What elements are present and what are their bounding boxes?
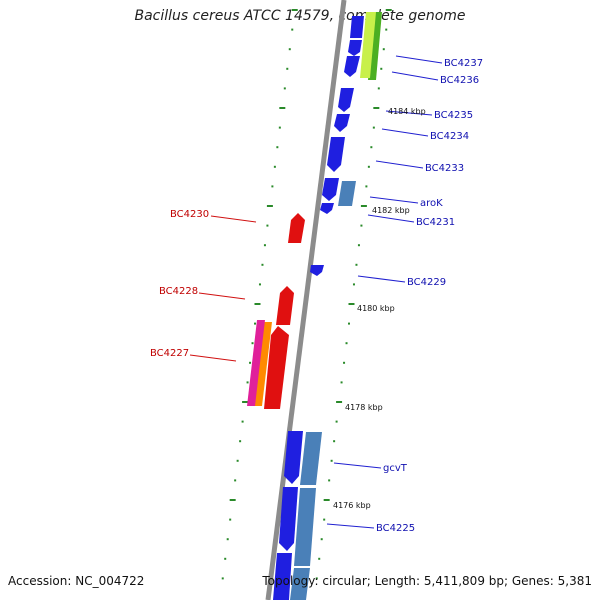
label-arok[interactable]: aroK (420, 198, 443, 209)
gene-bc4225[interactable] (279, 487, 298, 551)
gene-bc4227[interactable] (264, 326, 289, 409)
gene-bc4235[interactable] (338, 88, 354, 112)
gene-bc4236[interactable] (344, 56, 360, 77)
genome-backbone (265, 0, 347, 600)
gene-gcvt-alt[interactable] (300, 432, 322, 485)
gene-bc4231-alt[interactable] (338, 181, 356, 206)
gene-bc4231[interactable] (320, 203, 334, 214)
label-bc4235[interactable]: BC4235 (434, 110, 473, 121)
label-bc4228[interactable]: BC4228 (159, 286, 198, 297)
scale-label-4178: 4178 kbp (345, 403, 383, 412)
label-bc4230[interactable]: BC4230 (170, 209, 209, 220)
gene-bc4224-alt[interactable] (290, 568, 310, 600)
label-bc4229[interactable]: BC4229 (407, 277, 446, 288)
reverse-label-lines (189, 215, 257, 362)
map-title: Bacillus cereus ATCC 14579, complete gen… (134, 8, 466, 24)
scale-label-4180: 4180 kbp (357, 304, 395, 313)
label-bc4227[interactable]: BC4227 (150, 348, 189, 359)
scale-label-4184: 4184 kbp (388, 107, 426, 116)
scale-label-4182: 4182 kbp (372, 206, 410, 215)
forward-label-lines (326, 55, 443, 529)
gene-bc4233[interactable] (327, 137, 345, 172)
gene-yellow-outer[interactable] (360, 12, 376, 78)
accession-text: Accession: NC_004722 (8, 574, 145, 588)
label-bc4237[interactable]: BC4237 (444, 58, 483, 69)
label-bc4225[interactable]: BC4225 (376, 523, 415, 534)
scale-label-4176: 4176 kbp (333, 501, 371, 510)
gene-magenta[interactable] (247, 320, 265, 406)
label-bc4231[interactable]: BC4231 (416, 217, 455, 228)
gene-green-outer[interactable] (368, 12, 382, 80)
gene-arok[interactable] (322, 178, 339, 201)
gene-gcvt[interactable] (284, 431, 303, 484)
tick-track-outer (315, 9, 392, 580)
label-bc4234[interactable]: BC4234 (430, 131, 469, 142)
tick-track-inner (221, 9, 298, 580)
gene-bc4230[interactable] (288, 213, 305, 243)
gene-bc4237[interactable] (350, 16, 364, 38)
label-bc4236[interactable]: BC4236 (440, 75, 479, 86)
gene-bc4229[interactable] (310, 265, 324, 276)
label-gcvt[interactable]: gcvT (383, 463, 408, 474)
gene-bc4224[interactable] (273, 553, 292, 600)
gene-bc4228[interactable] (276, 286, 294, 325)
genome-summary-text: Topology: circular; Length: 5,411,809 bp… (262, 574, 592, 588)
label-bc4233[interactable]: BC4233 (425, 163, 464, 174)
gene-bc4225-alt[interactable] (294, 488, 316, 566)
gene-bc4237-arrow[interactable] (348, 40, 362, 56)
gene-bc4234[interactable] (334, 114, 350, 132)
gene-orange[interactable] (254, 322, 272, 406)
